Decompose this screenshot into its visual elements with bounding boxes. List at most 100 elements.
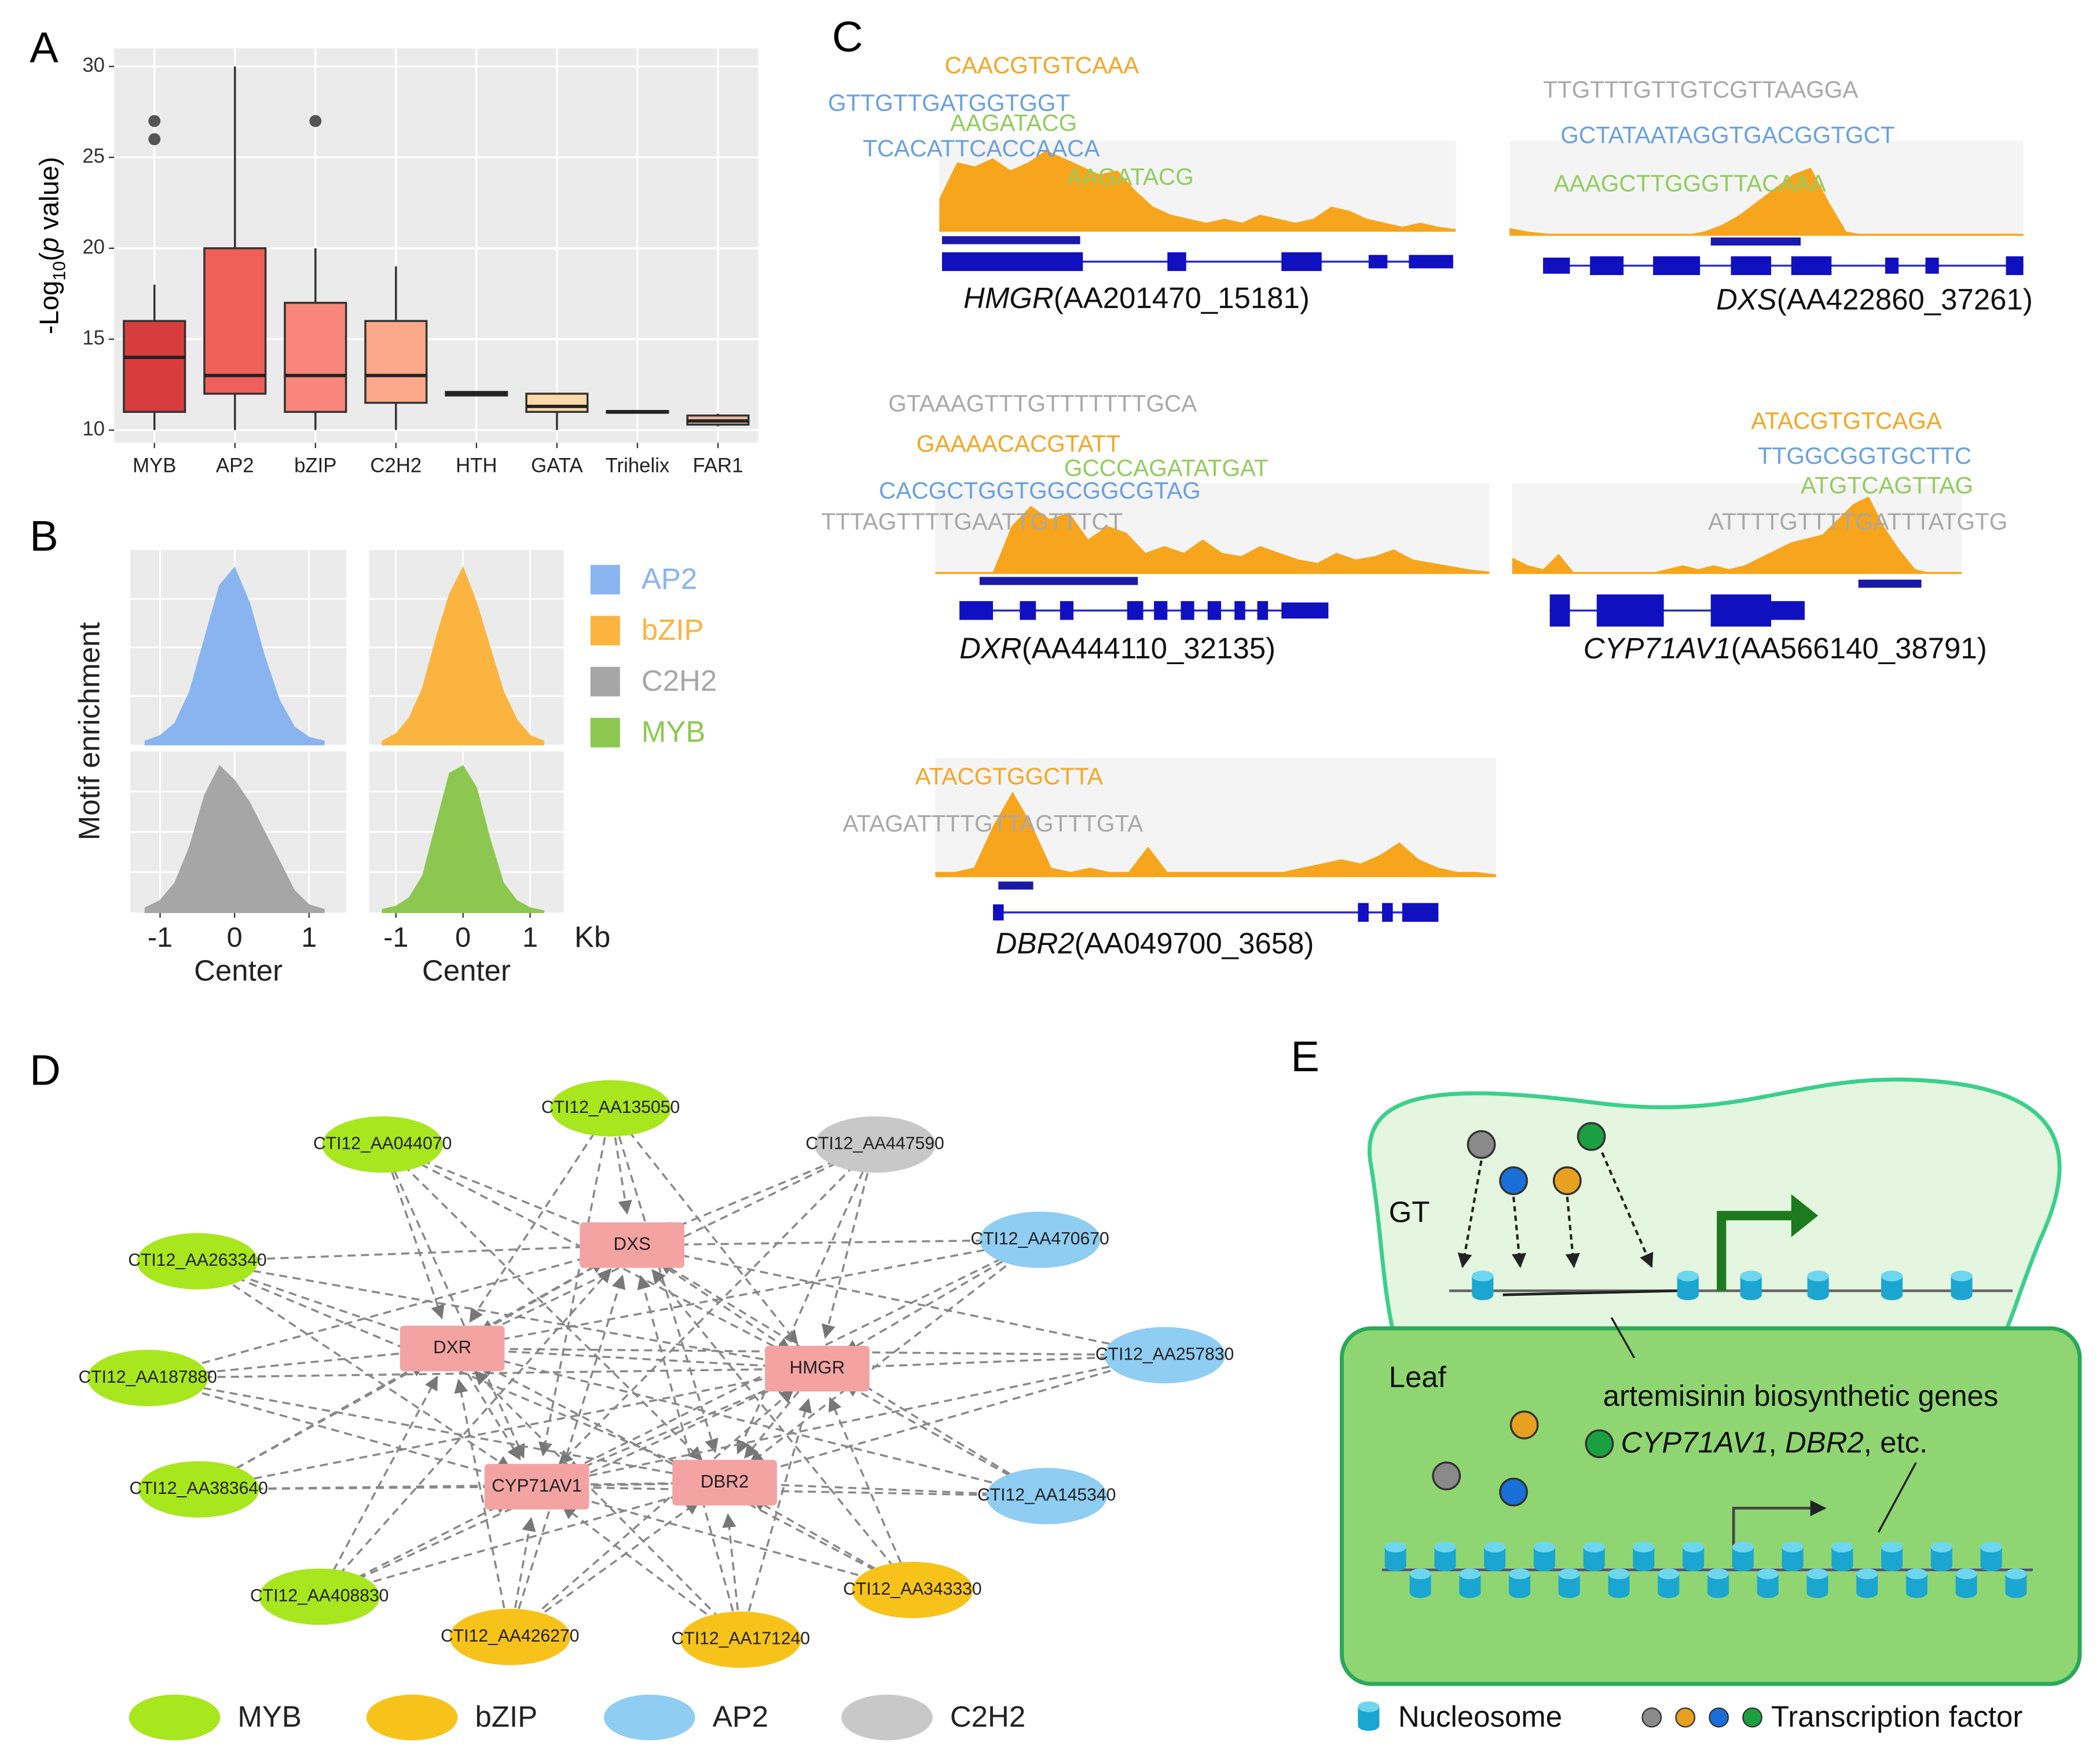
- y-tick-label: 30: [82, 54, 105, 76]
- tf-node-label: CTI12_AA470670: [970, 1229, 1109, 1248]
- nucleosome: [1434, 1541, 1456, 1571]
- legend-tf: [1709, 1707, 1729, 1728]
- edge: [567, 1480, 1017, 1497]
- peak-region: [941, 236, 1080, 244]
- legend-swatch: [604, 1694, 695, 1741]
- coverage: [1512, 496, 1962, 573]
- edge: [482, 1352, 1018, 1490]
- edge: [226, 1265, 787, 1368]
- box: [525, 393, 589, 413]
- x-axis-unit: Kb: [574, 921, 610, 954]
- tf-node-label: CTI12_AA135050: [541, 1098, 680, 1117]
- exon: [1281, 252, 1322, 272]
- nucleosome: [1881, 1541, 1903, 1571]
- motif-sequence: ATTTTGTTTTGATTTATGTG: [1708, 508, 2007, 534]
- tf-node: [852, 1562, 973, 1618]
- genes-list-part: CYP71AV1: [1621, 1426, 1768, 1459]
- tf-node: [322, 1116, 443, 1173]
- legend-tf: [1641, 1707, 1662, 1728]
- tf: [1577, 1122, 1606, 1151]
- motif-sequence: TTGGCGGTGCTTC: [1758, 442, 1971, 469]
- tf-node-label: CTI12_AA257830: [1095, 1345, 1234, 1364]
- nucleosome: [1955, 1568, 1977, 1598]
- motif-sequence: ATACGTGGCTTA: [915, 763, 1103, 790]
- edge: [479, 1259, 607, 1334]
- legend-label: Nucleosome: [1398, 1700, 1562, 1733]
- edge: [481, 1349, 787, 1373]
- panel-e-drawing: [1340, 1077, 2082, 1686]
- exon: [1127, 601, 1144, 620]
- motif-sequence: GCTATAATAGGTGACGGTGCT: [1560, 122, 1894, 148]
- legend-swatch: [590, 616, 620, 646]
- gene-name: CYP71AV1: [1584, 632, 1731, 665]
- nucleosome: [1951, 1270, 1973, 1301]
- panel-label: C: [832, 13, 863, 61]
- legend-swatch: [590, 565, 620, 595]
- peak-region: [1710, 237, 1801, 246]
- gene-id: (AA444110_32135): [1022, 632, 1276, 665]
- gene-id: (AA049700_3658): [1075, 927, 1314, 960]
- nucleosome: [1707, 1568, 1729, 1598]
- motif-sequence: ATACGTGTCAGA: [1751, 408, 1942, 434]
- edge: [614, 1137, 632, 1215]
- nucleosome: [2005, 1568, 2027, 1598]
- nucleosome: [1633, 1541, 1655, 1571]
- peak-region: [998, 881, 1033, 890]
- exon: [1771, 601, 1805, 620]
- edge: [844, 1254, 1015, 1354]
- gene-name: HMGR: [963, 282, 1054, 315]
- legend-tf: [1742, 1707, 1762, 1728]
- gene-id: (AA201470_15181): [1054, 282, 1310, 315]
- coverage: [1509, 167, 2024, 235]
- exon: [959, 601, 994, 620]
- nucleosome: [1583, 1541, 1605, 1571]
- peak-region: [979, 577, 1138, 585]
- tf-node: [259, 1568, 380, 1625]
- x-tick-label: FAR1: [693, 455, 743, 477]
- gene-name: DXS: [1716, 283, 1777, 316]
- gene-name: DBR2: [996, 927, 1075, 960]
- box: [123, 320, 186, 413]
- gene-node: [672, 1460, 777, 1505]
- legend-label: MYB: [642, 715, 705, 748]
- x-tick-label: 1: [522, 922, 538, 953]
- coverage: [935, 792, 1496, 877]
- density-area: [144, 566, 325, 746]
- nucleosome: [1558, 1568, 1580, 1598]
- nucleosome: [1459, 1568, 1481, 1598]
- panel-label: B: [30, 512, 58, 560]
- motif-sequence: AAGATACG: [950, 109, 1077, 136]
- density-area: [382, 566, 544, 746]
- tss-arrow-head: [1791, 1194, 1819, 1237]
- edge: [175, 1250, 603, 1372]
- edge: [538, 1137, 606, 1457]
- edge: [751, 1497, 888, 1577]
- genes-list-part: , etc.: [1864, 1426, 1927, 1459]
- tf-node-label: CTI12_AA187880: [78, 1368, 217, 1387]
- tf-node: [979, 1211, 1101, 1268]
- nucleosome: [1658, 1568, 1680, 1598]
- legend-label: AP2: [713, 1700, 768, 1733]
- edge: [338, 1268, 612, 1576]
- exon: [1731, 256, 1772, 276]
- nucleosome: [1807, 1270, 1829, 1301]
- nucleosome: [1782, 1541, 1804, 1571]
- edge: [409, 1155, 604, 1235]
- exon: [1885, 257, 1899, 274]
- transcription-factors: [1432, 1122, 1654, 1507]
- edge: [482, 1244, 1011, 1347]
- leaf-label: Leaf: [1389, 1361, 1447, 1394]
- exon: [1020, 601, 1036, 620]
- legend-label: bZIP: [642, 613, 704, 646]
- nucleosome: [1677, 1270, 1699, 1301]
- y-axis-label-part: -Log: [34, 281, 64, 335]
- edge: [844, 1383, 1021, 1483]
- gene-node-label: DXS: [614, 1234, 651, 1254]
- motif-sequence: AAAGCTTGGGTTACAAA: [1554, 170, 1826, 196]
- x-tick-label: Trihelix: [606, 455, 670, 477]
- coverage: [935, 505, 1490, 573]
- x-axis-label: Center: [422, 954, 511, 987]
- motif-sequence: GTAAAGTTTGTTTTTTTGCA: [888, 390, 1197, 417]
- binding-arrow: [1457, 1160, 1483, 1268]
